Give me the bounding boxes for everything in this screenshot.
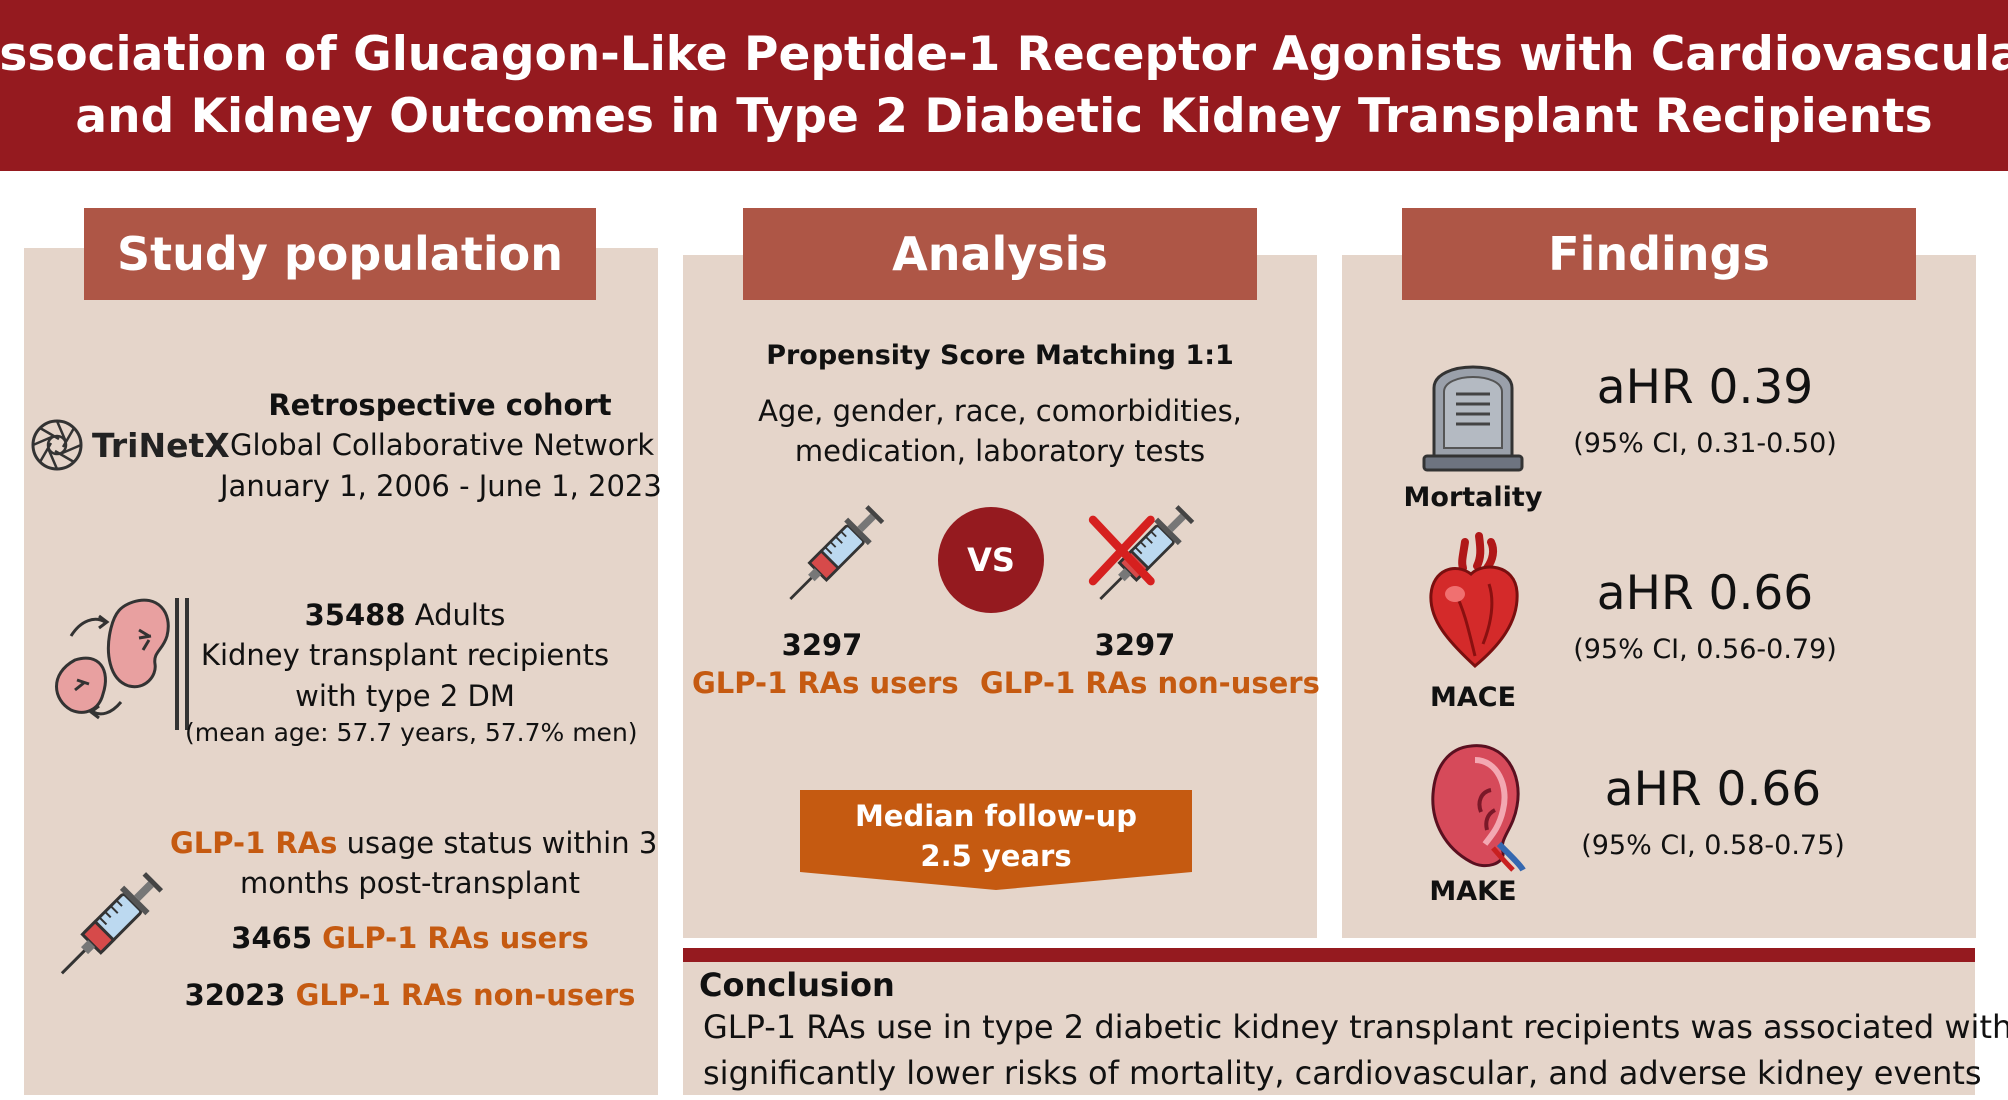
kidney-transplant-icon: [55, 598, 189, 730]
finding-ahr-make: aHR 0.66: [1604, 762, 1822, 817]
study-users-count: 3465: [231, 921, 312, 955]
trinetx-logo-icon: [31, 419, 83, 471]
kidney-icon: [1431, 744, 1526, 872]
study-population-heading: Study population: [84, 208, 596, 300]
finding-ahr-mortality: aHR 0.39: [1596, 360, 1814, 415]
findings-heading: Findings: [1402, 208, 1916, 300]
syringe-icon: [60, 872, 164, 975]
date-range: January 1, 2006 - June 1, 2023: [220, 469, 662, 503]
finding-label-mace: MACE: [1429, 682, 1517, 713]
conclusion-title: Conclusion: [699, 966, 895, 1004]
cohort-type: Retrospective cohort: [268, 388, 612, 422]
covariates-line-2: medication, laboratory tests: [794, 434, 1206, 468]
demographics: (mean age: 57.7 years, 57.7% men): [185, 718, 638, 747]
finding-ci-make: (95% CI, 0.58-0.75): [1581, 830, 1845, 861]
study-users-line: 3465 GLP-1 RAs users: [170, 921, 650, 955]
conclusion-line-2: significantly lower risks of mortality, …: [703, 1054, 1982, 1092]
covariates-line-1: Age, gender, race, comorbidities,: [758, 394, 1242, 428]
followup-line-2: 2.5 years: [920, 839, 1072, 873]
conclusion-line-1: GLP-1 RAs use in type 2 diabetic kidney …: [703, 1008, 2008, 1046]
conclusion-text: GLP-1 RAs use in type 2 diabetic kidney …: [703, 1004, 2008, 1096]
tombstone-icon: [1422, 365, 1524, 472]
finding-label-mortality: Mortality: [1403, 482, 1543, 513]
conclusion-divider: [683, 948, 1975, 962]
study-nonusers-line: 32023 GLP-1 RAs non-users: [170, 978, 650, 1012]
median-followup-arrow: Median follow-up 2.5 years: [800, 790, 1192, 890]
finding-ci-mortality: (95% CI, 0.31-0.50): [1573, 428, 1837, 459]
study-nonusers-count: 32023: [184, 978, 286, 1012]
syringe-users-icon: [789, 505, 885, 601]
usage-drug: GLP-1 RAs: [170, 826, 338, 860]
trinetx-logo-text: TriNetX: [92, 425, 230, 465]
recipients-line-1: Kidney transplant recipients: [200, 638, 610, 672]
network-name: Global Collaborative Network: [230, 428, 655, 462]
title-line-2: and Kidney Outcomes in Type 2 Diabetic K…: [75, 88, 1933, 144]
propensity-score: Propensity Score Matching 1:1: [766, 340, 1234, 371]
adults-line: 35488 Adults: [195, 598, 615, 632]
usage-line-1-rest: usage status within 3: [337, 826, 658, 860]
title-banner: Association of Glucagon-Like Peptide-1 R…: [0, 0, 2008, 171]
title-line-1: Association of Glucagon-Like Peptide-1 R…: [0, 26, 2008, 82]
analysis-users-label: GLP-1 RAs users: [692, 666, 959, 700]
usage-line-1: GLP-1 RAs usage status within 3: [170, 826, 657, 860]
analysis-nonusers-count: 3297: [1094, 628, 1176, 662]
syringe-nonusers-icon: [1088, 505, 1195, 601]
recipients-line-2: with type 2 DM: [295, 679, 515, 713]
conclusion-box: Conclusion GLP-1 RAs use in type 2 diabe…: [683, 962, 2008, 1095]
adults-count: 35488: [304, 598, 406, 632]
followup-line-1: Median follow-up: [854, 799, 1138, 833]
usage-line-2: months post-transplant: [239, 866, 581, 900]
study-users-label: GLP-1 RAs users: [312, 921, 589, 955]
analysis-nonusers-label: GLP-1 RAs non-users: [980, 666, 1320, 700]
vs-badge: VS: [938, 507, 1044, 613]
study-nonusers-label: GLP-1 RAs non-users: [285, 978, 636, 1012]
adults-label: Adults: [405, 598, 506, 632]
analysis-users-count: 3297: [781, 628, 863, 662]
analysis-heading: Analysis: [743, 208, 1257, 300]
finding-label-make: MAKE: [1429, 876, 1517, 907]
finding-ci-mace: (95% CI, 0.56-0.79): [1573, 634, 1837, 665]
heart-icon: [1429, 532, 1519, 668]
finding-ahr-mace: aHR 0.66: [1596, 566, 1814, 621]
trinetx-logo: TriNetX: [30, 418, 230, 472]
